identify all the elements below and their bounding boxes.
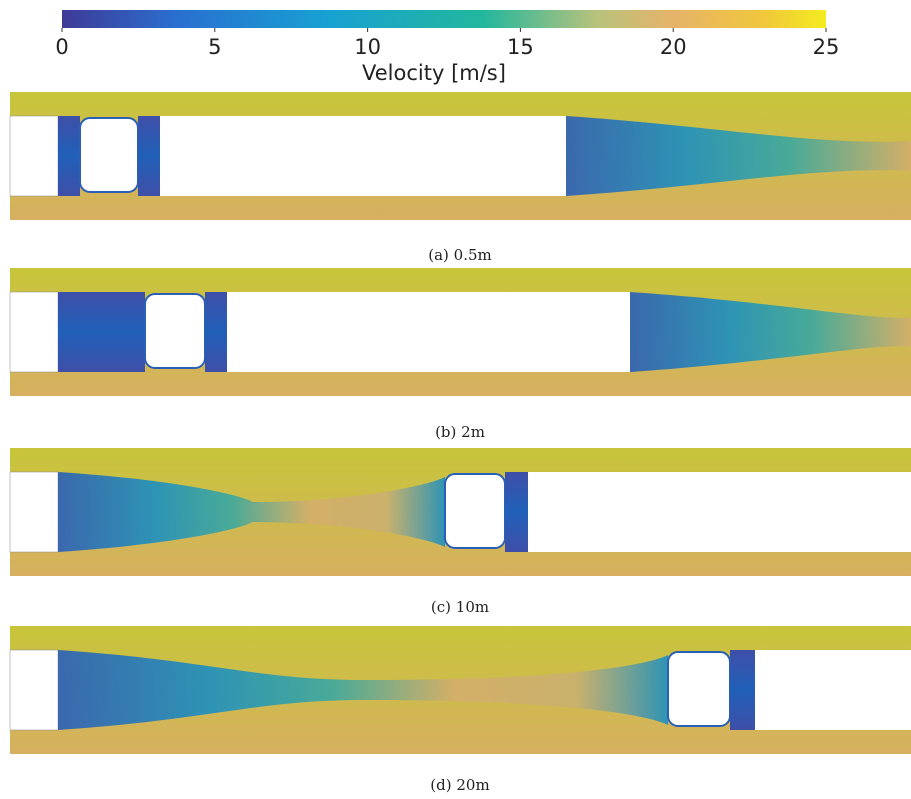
vehicle-body: [528, 472, 911, 552]
panel-caption: (b) 2m: [435, 423, 485, 441]
colorbar-tick-label: 0: [55, 35, 68, 59]
vehicle-gap: [667, 651, 731, 727]
wake: [58, 472, 445, 552]
wake: [630, 292, 911, 372]
vehicle-body: [160, 116, 566, 196]
colorbar-tick-label: 25: [813, 35, 840, 59]
upstream-region: [9, 471, 59, 553]
colorbar-tick-label: 20: [660, 35, 687, 59]
recirculation: [505, 472, 528, 552]
colorbar-tick-label: 5: [208, 35, 221, 59]
upstream-region: [9, 291, 59, 373]
panel-caption: (d) 20m: [430, 776, 489, 794]
panel-caption: (a) 0.5m: [428, 246, 492, 264]
recirculation: [58, 292, 145, 372]
recirculation: [58, 116, 80, 196]
upstream-region: [9, 115, 59, 197]
colorbar-label: Velocity [m/s]: [362, 61, 506, 85]
vehicle-body: [755, 650, 911, 730]
flow-panel: (a) 0.5m: [9, 92, 911, 264]
flow-panel: (d) 20m: [9, 626, 911, 794]
panels: (a) 0.5m (b) 2m (c) 10m (d) 20m: [9, 92, 911, 794]
recirculation: [205, 292, 227, 372]
recirculation: [138, 116, 160, 196]
flow-panel: (c) 10m: [9, 448, 911, 616]
vehicle-gap: [444, 473, 506, 549]
colorbar-tick-label: 15: [507, 35, 534, 59]
recirculation: [730, 650, 755, 730]
vehicle-gap: [144, 293, 206, 369]
colorbar-tick-label: 10: [354, 35, 381, 59]
vehicle-body: [227, 292, 630, 372]
wake: [58, 650, 668, 730]
upstream-region: [9, 649, 59, 731]
colorbar: [62, 10, 826, 28]
flow-panel: (b) 2m: [9, 268, 911, 441]
panel-caption: (c) 10m: [431, 598, 489, 616]
vehicle-gap: [79, 117, 139, 193]
wake: [566, 116, 911, 196]
